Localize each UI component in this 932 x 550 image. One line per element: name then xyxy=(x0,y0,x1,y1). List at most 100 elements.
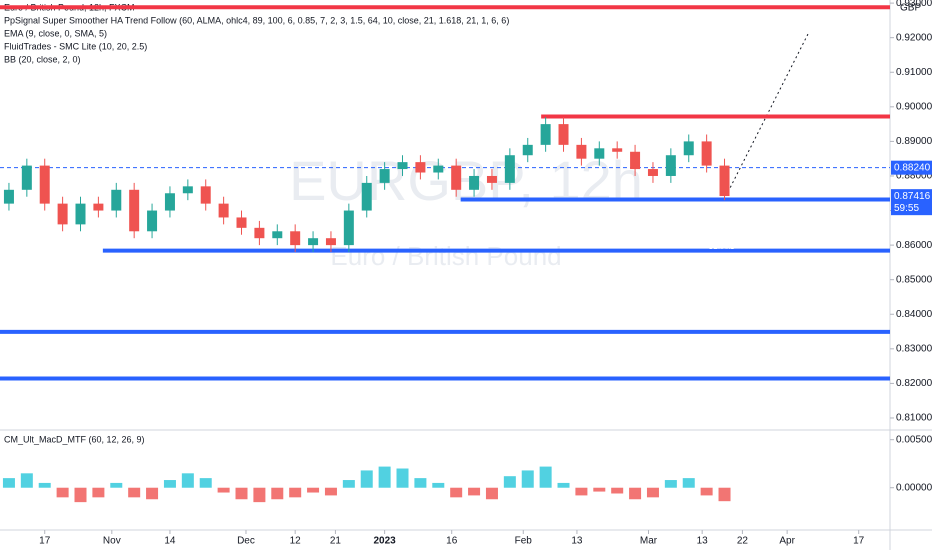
watermark: EURGBP, 12h xyxy=(289,149,643,212)
y-tick-label: 0.82000 xyxy=(896,378,932,389)
watermark-sub: Euro / British Pound xyxy=(330,241,561,271)
histogram-bar xyxy=(74,487,87,503)
histogram-bar xyxy=(181,473,194,488)
x-tick-label: 14 xyxy=(164,536,176,547)
histogram-bar xyxy=(92,487,105,498)
candle-body xyxy=(433,165,444,173)
histogram-bar xyxy=(253,487,266,503)
histogram-bar xyxy=(396,468,409,488)
candle-body xyxy=(164,193,175,211)
candle-body xyxy=(379,169,390,183)
candle-body xyxy=(272,231,283,239)
x-tick-label: 13 xyxy=(571,536,583,547)
x-tick-label: 2023 xyxy=(373,536,396,547)
histogram-bar xyxy=(629,487,642,500)
histogram-bar xyxy=(468,487,481,496)
candle-body xyxy=(147,210,158,232)
y-tick-label: 0.00500 xyxy=(896,434,932,445)
histogram-bar xyxy=(235,487,248,500)
histogram-bar xyxy=(485,487,498,500)
histogram-bar xyxy=(38,482,51,488)
candle-body xyxy=(57,203,68,225)
candle-body xyxy=(647,169,658,176)
histogram-bar xyxy=(539,466,552,488)
indicator: PpSignal Super Smoother HA Trend Follow … xyxy=(4,15,509,25)
candle-body xyxy=(486,175,497,183)
candle-body xyxy=(39,165,50,204)
y-tick-label: 0.91000 xyxy=(896,67,932,78)
histogram-bar xyxy=(611,487,624,494)
histogram-bar xyxy=(271,487,284,500)
histogram-bar xyxy=(718,487,731,502)
histogram-bar xyxy=(450,487,463,498)
candle-body xyxy=(576,144,587,159)
x-tick-label: Mar xyxy=(640,536,658,547)
histogram-bar xyxy=(664,480,677,488)
candle-body xyxy=(343,210,354,246)
candle-body xyxy=(361,182,372,211)
x-tick-label: Feb xyxy=(515,536,533,547)
price-tag-label: 0.88240 xyxy=(894,162,931,173)
y-tick-label: 0.88000 xyxy=(896,171,932,182)
candle-body xyxy=(719,165,730,197)
histogram-bar xyxy=(646,487,659,498)
candle-body xyxy=(504,155,515,183)
candle-body xyxy=(75,203,86,225)
histogram-bar xyxy=(307,487,320,493)
x-tick-label: 21 xyxy=(330,536,342,547)
candle-body xyxy=(612,148,623,152)
candle-body xyxy=(397,162,408,170)
candle-body xyxy=(129,189,140,232)
histogram-bar xyxy=(324,487,337,496)
candle-body xyxy=(415,162,426,173)
histogram-bar xyxy=(342,480,355,488)
candle-body xyxy=(308,238,319,246)
zone-label: DEMAND xyxy=(709,245,736,251)
histogram-bar xyxy=(110,482,123,488)
indicator: BB (20, close, 2, 0) xyxy=(4,54,81,64)
y-tick-label: 0.84000 xyxy=(896,309,932,320)
histogram-bar xyxy=(163,480,176,488)
candle-body xyxy=(665,155,676,176)
candle-body xyxy=(522,144,533,156)
candle-body xyxy=(21,165,32,190)
histogram-bar xyxy=(289,487,302,498)
x-tick-label: 12 xyxy=(290,536,302,547)
candle-body xyxy=(451,165,462,190)
candle-body xyxy=(630,151,641,170)
indicator: FluidTrades - SMC Lite (10, 20, 2.5) xyxy=(4,41,147,51)
candle-body xyxy=(182,186,193,194)
candle-body xyxy=(683,141,694,156)
x-tick-label: 16 xyxy=(446,536,458,547)
y-tick-label: 0.92000 xyxy=(896,32,932,43)
histogram-bar xyxy=(593,487,606,492)
histogram-bar xyxy=(432,482,445,488)
candle-body xyxy=(93,203,104,211)
histogram-bar xyxy=(128,487,141,498)
histogram-bar xyxy=(378,466,391,488)
candle-body xyxy=(200,186,211,204)
histogram-bar xyxy=(557,482,570,488)
last-price-tag xyxy=(891,189,932,216)
histogram-bar xyxy=(575,487,588,496)
y-tick-label: 0.90000 xyxy=(896,101,932,112)
x-tick-label: Nov xyxy=(103,536,121,547)
y-tick-label: 0.93000 xyxy=(896,0,932,9)
x-tick-label: Apr xyxy=(779,536,795,547)
histogram-bar xyxy=(199,478,212,488)
indicator: EMA (9, close, 0, SMA, 5) xyxy=(4,28,107,38)
y-tick-label: 0.85000 xyxy=(896,274,932,285)
histogram-bar xyxy=(20,473,33,488)
candle-body xyxy=(254,227,265,239)
candle-body xyxy=(540,124,551,145)
y-tick-label: 0.83000 xyxy=(896,343,932,354)
candle-body xyxy=(469,175,480,190)
candle-body xyxy=(218,203,229,218)
x-tick-label: 13 xyxy=(697,536,709,547)
x-tick-label: Dec xyxy=(237,536,255,547)
y-tick-label: 0.81000 xyxy=(896,413,932,424)
currency: GBP xyxy=(900,3,921,14)
histogram-bar xyxy=(521,470,534,488)
histogram-bar xyxy=(360,470,373,488)
